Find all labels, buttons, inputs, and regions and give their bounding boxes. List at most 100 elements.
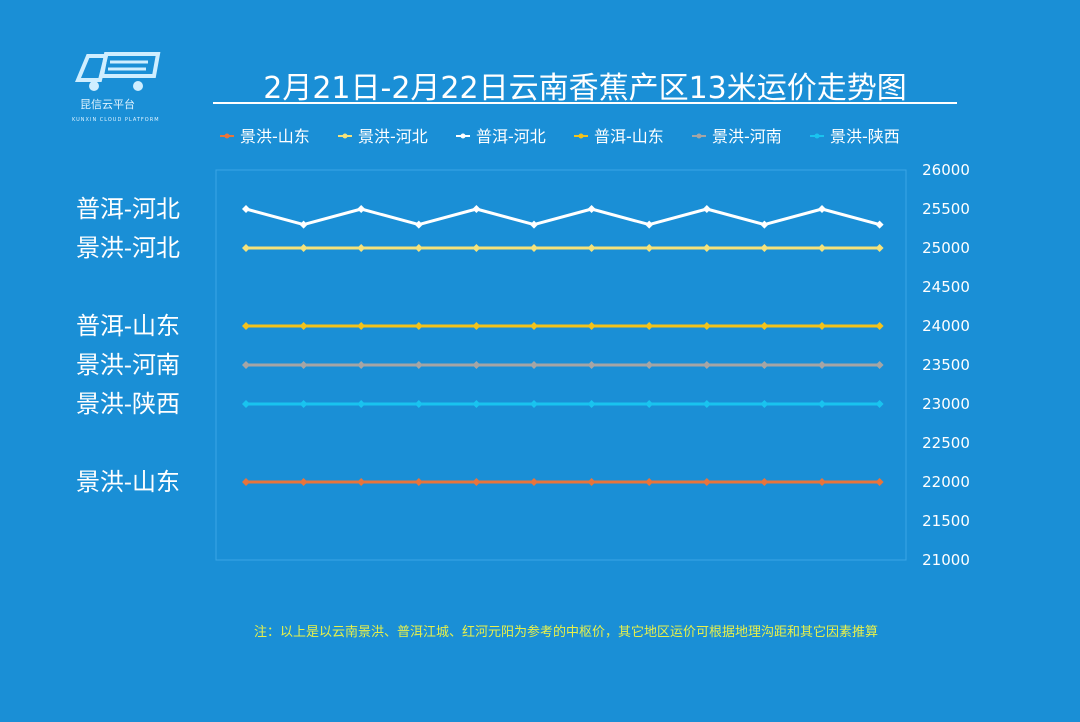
series-point: [587, 361, 596, 369]
series-point: [587, 322, 596, 330]
truck-logo-icon: [75, 52, 161, 91]
series-point: [530, 220, 538, 229]
logo: 昆信云平台 KUNXIN CLOUD PLATFORM: [72, 52, 161, 123]
series-point: [702, 205, 711, 213]
chart-title: 2月21日-2月22日云南香蕉产区13米运价走势图: [263, 71, 907, 106]
legend-label: 普洱-山东: [594, 127, 664, 146]
side-label: 景洪-河南: [76, 351, 180, 379]
legend-label: 景洪-河北: [358, 127, 428, 146]
series-point: [357, 361, 366, 369]
series-point: [414, 244, 423, 252]
series-point: [530, 322, 538, 330]
series-point: [530, 244, 538, 252]
series-point: [645, 478, 654, 486]
series-point: [472, 478, 481, 486]
series-point: [530, 400, 538, 408]
series-point: [818, 400, 826, 408]
logo-subtitle: KUNXIN CLOUD PLATFORM: [72, 117, 160, 123]
series-point: [702, 478, 711, 486]
series-point: [702, 400, 711, 408]
series-point: [760, 220, 769, 229]
series-point: [472, 400, 481, 408]
y-tick-label: 21000: [922, 551, 970, 569]
series-point: [414, 322, 423, 330]
legend-marker: [224, 133, 230, 139]
y-tick-label: 23000: [922, 395, 970, 413]
series-point: [760, 400, 769, 408]
series-point: [818, 478, 826, 486]
series-point: [702, 322, 711, 330]
series-point: [645, 220, 654, 229]
series-point: [414, 400, 423, 408]
legend-label: 景洪-陕西: [830, 127, 900, 146]
legend-label: 景洪-山东: [240, 127, 310, 146]
legend-marker: [814, 133, 820, 139]
series-point: [414, 220, 423, 229]
series-point: [472, 322, 481, 330]
series-point: [299, 220, 308, 229]
series-point: [875, 361, 884, 369]
y-tick-label: 25000: [922, 239, 970, 257]
series-point: [299, 478, 308, 486]
series-point: [242, 400, 250, 408]
series-point: [818, 361, 826, 369]
series-point: [702, 361, 711, 369]
series-point: [875, 220, 884, 229]
series-point: [587, 400, 596, 408]
y-tick-label: 22000: [922, 473, 970, 491]
series-point: [645, 322, 654, 330]
series-point: [587, 244, 596, 252]
series-point: [472, 244, 481, 252]
series-point: [645, 361, 654, 369]
series-point: [357, 322, 366, 330]
y-tick-label: 24500: [922, 278, 970, 296]
series-point: [530, 478, 538, 486]
series-point: [760, 361, 769, 369]
y-tick-label: 26000: [922, 161, 970, 179]
series-point: [472, 361, 481, 369]
series-point: [299, 400, 308, 408]
series-point: [875, 478, 884, 486]
side-label: 景洪-河北: [76, 234, 180, 262]
series-point: [242, 322, 250, 330]
legend-label: 普洱-河北: [476, 127, 546, 146]
series-point: [357, 400, 366, 408]
series-point: [702, 244, 711, 252]
series-point: [587, 205, 596, 213]
series-point: [760, 244, 769, 252]
legend: 景洪-山东 景洪-河北 普洱-河北 普洱-山东 景洪-河南 景洪-陕西: [220, 127, 900, 146]
series-point: [242, 205, 250, 213]
series-point: [414, 361, 423, 369]
series-point: [760, 478, 769, 486]
series-point: [818, 205, 826, 213]
series-point: [645, 244, 654, 252]
series-point: [760, 322, 769, 330]
y-tick-label: 25500: [922, 200, 970, 218]
y-axis-ticks: 21000 21500 22000 22500 23000 23500 24000 24500…: [922, 161, 970, 569]
logo-name: 昆信云平台: [80, 97, 135, 111]
series-line: [245, 207, 880, 227]
series-point: [530, 361, 538, 369]
series-point: [299, 322, 308, 330]
series-group: [242, 205, 884, 486]
side-label: 普洱-山东: [76, 312, 180, 340]
y-tick-label: 24000: [922, 317, 970, 335]
side-label: 景洪-山东: [76, 468, 180, 496]
series-point: [818, 322, 826, 330]
series-point: [357, 244, 366, 252]
side-label: 景洪-陕西: [76, 390, 180, 418]
series-point: [242, 244, 250, 252]
series-point: [357, 205, 366, 213]
series-point: [242, 478, 250, 486]
series-point: [587, 478, 596, 486]
plot-area: [215, 169, 907, 561]
legend-label: 景洪-河南: [712, 127, 782, 146]
series-point: [875, 244, 884, 252]
series-point: [875, 322, 884, 330]
side-label: 普洱-河北: [76, 195, 180, 223]
series-point: [875, 400, 884, 408]
